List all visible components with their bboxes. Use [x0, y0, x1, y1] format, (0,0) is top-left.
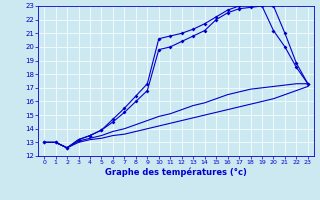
X-axis label: Graphe des températures (°c): Graphe des températures (°c)	[105, 168, 247, 177]
